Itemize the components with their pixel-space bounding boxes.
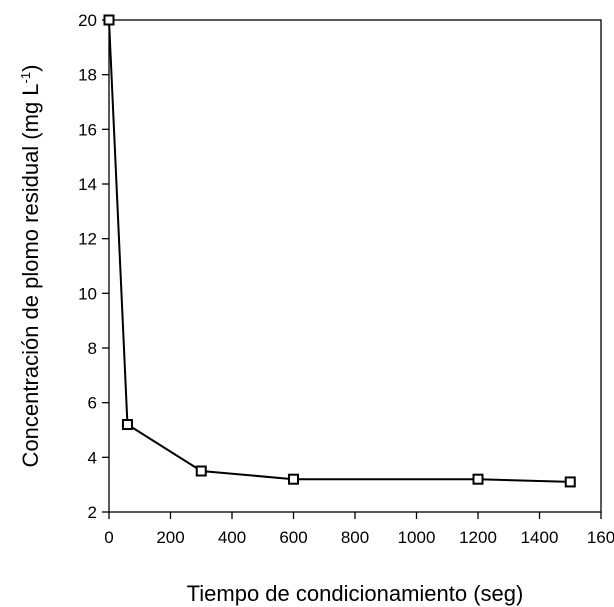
y-axis: 2 4 6 8 10 12 14 16 18 20 <box>78 11 109 522</box>
y-tick-label: 16 <box>78 120 97 139</box>
x-tick-label: 800 <box>341 528 369 547</box>
y-tick-label: 4 <box>88 448 97 467</box>
x-tick-label: 1200 <box>459 528 497 547</box>
x-tick-label: 1000 <box>398 528 436 547</box>
data-point <box>103 14 115 26</box>
x-tick-label: 200 <box>156 528 184 547</box>
x-axis-title: Tiempo de condicionamiento (seg) <box>187 581 524 606</box>
y-axis-title: Concentración de plomo residual (mg L-1) <box>18 65 43 468</box>
y-tick-label: 20 <box>78 11 97 30</box>
y-tick-label: 18 <box>78 66 97 85</box>
data-point <box>472 473 484 485</box>
y-tick-label: 8 <box>88 339 97 358</box>
y-axis-title-main: Concentración de plomo residual (mg L <box>18 83 43 467</box>
data-point <box>195 465 207 477</box>
x-tick-label: 1400 <box>521 528 559 547</box>
series-line <box>108 19 571 483</box>
x-axis: 0 200 400 600 800 1000 1200 1400 160 <box>104 512 614 547</box>
y-tick-label: 12 <box>78 230 97 249</box>
y-tick-label: 2 <box>88 503 97 522</box>
plot-frame <box>108 19 602 513</box>
data-point <box>564 476 576 488</box>
y-tick-label: 14 <box>78 175 97 194</box>
x-tick-label: 600 <box>279 528 307 547</box>
data-point <box>288 473 299 485</box>
data-point <box>121 419 133 431</box>
x-tick-label: 400 <box>218 528 246 547</box>
x-tick-label: 160 <box>587 528 614 547</box>
series-markers <box>103 14 576 488</box>
y-tick-label: 6 <box>88 394 97 413</box>
y-axis-title-superscript: -1 <box>18 72 33 84</box>
y-axis-title-close: ) <box>18 65 43 72</box>
y-tick-label: 10 <box>78 284 97 303</box>
x-tick-label: 0 <box>104 528 113 547</box>
